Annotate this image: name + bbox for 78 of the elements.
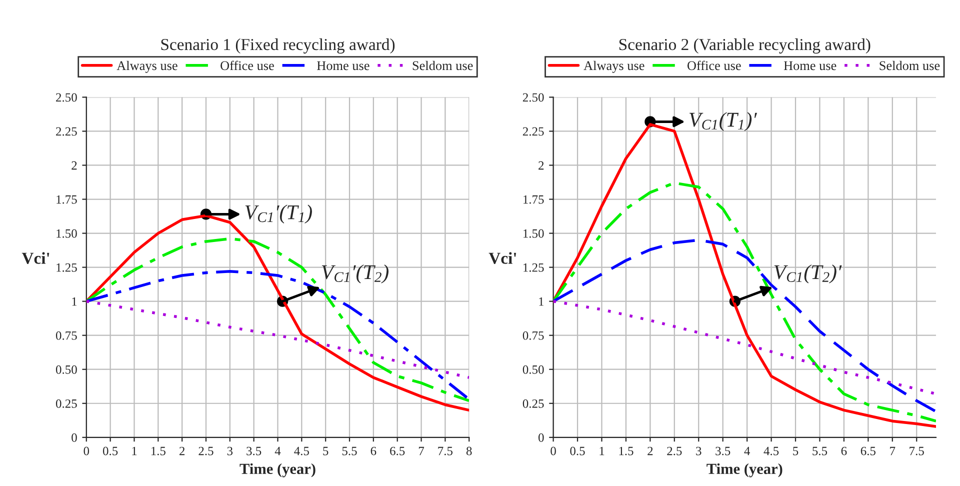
x-axis-title: Time (year)	[706, 463, 782, 478]
annotation: V$_{C1}$′(T$_{2}$)	[322, 264, 389, 284]
y-tick-label: 0.75	[56, 331, 77, 340]
line-series	[553, 300, 936, 396]
y-tick-label: 0.50	[56, 365, 77, 374]
x-tick-label: 1	[600, 446, 604, 456]
line-series	[86, 300, 470, 379]
chart-title: Scenario 2 (Variable recycling award)	[619, 38, 870, 54]
x-tick-label: 2	[648, 446, 653, 456]
y-tick-label: 1.50	[56, 229, 77, 238]
x-tick-label: 5.5	[342, 446, 357, 456]
x-tick-label: 6	[370, 446, 376, 456]
x-tick-label: 6	[841, 446, 847, 456]
chart-title: Scenario 1 (Fixed recycling award)	[161, 38, 395, 54]
y-axis-title: Vci'	[488, 252, 516, 264]
x-tick-label: 3.5	[716, 446, 730, 456]
y-tick-label: 0.25	[56, 399, 77, 408]
x-tick-label: 8	[466, 446, 472, 456]
x-tick-label: 5	[793, 446, 798, 456]
legend-label: Home use	[317, 61, 370, 70]
y-tick-label: 1	[72, 297, 77, 306]
y-tick-label: 0.25	[522, 399, 544, 408]
x-tick-label: 0	[550, 446, 556, 456]
x-tick-label: 4	[274, 446, 281, 456]
x-tick-label: 1	[132, 446, 137, 456]
legend-label: Always use	[116, 60, 178, 73]
y-tick-label: 2	[538, 161, 544, 170]
x-tick-label: 0.5	[102, 446, 118, 456]
x-tick-label: 3	[696, 446, 702, 456]
annotation: V$_{C1}$(T$_{2}$)′	[774, 264, 842, 284]
x-tick-label: 2	[180, 446, 185, 456]
line-series	[86, 237, 470, 402]
x-tick-label: 6.5	[860, 446, 876, 456]
legend-label: Always use	[584, 60, 644, 73]
y-tick-label: 1.25	[56, 263, 77, 272]
y-tick-label: 1	[539, 297, 544, 306]
y-tick-label: 2.50	[522, 93, 544, 102]
legend-label: Seldom use	[880, 60, 940, 70]
x-tick-label: 7	[418, 446, 424, 456]
x-tick-label: 2.5	[667, 446, 682, 456]
x-tick-label: 0	[84, 446, 90, 456]
line-series	[553, 182, 936, 422]
x-tick-label: 4.5	[294, 446, 309, 456]
y-axis-title: Vci'	[22, 252, 50, 264]
y-tick-label: 2.25	[522, 127, 544, 136]
y-tick-label: 0.50	[522, 365, 544, 374]
x-tick-label: 7.5	[910, 446, 924, 456]
y-tick-label: 1.50	[523, 229, 544, 238]
annotation: V$_{C1}$′(T$_{1}$)	[245, 204, 312, 224]
legend-label: Office use	[220, 60, 274, 70]
y-tick-label: 0.75	[522, 331, 544, 340]
y-tick-label: 2.50	[56, 93, 77, 102]
x-tick-label: 5.5	[812, 446, 828, 456]
legend-label: Office use	[687, 60, 741, 70]
x-tick-label: 4	[744, 446, 750, 456]
x-tick-label: 1.5	[619, 446, 634, 456]
x-tick-label: 6.5	[390, 446, 405, 456]
x-tick-label: 1.5	[151, 446, 166, 456]
x-tick-label: 3.5	[246, 446, 262, 456]
line-series	[553, 238, 936, 413]
x-axis-title: Time (year)	[240, 463, 316, 478]
x-tick-label: 7.5	[438, 446, 453, 456]
y-tick-label: 2.25	[56, 127, 77, 136]
x-tick-label: 3	[227, 446, 233, 456]
y-tick-label: 0	[538, 433, 544, 442]
y-tick-label: 1.75	[523, 195, 544, 204]
x-tick-label: 5	[323, 446, 328, 456]
y-tick-label: 0	[72, 433, 77, 442]
y-tick-label: 1.75	[56, 195, 77, 204]
x-tick-label: 7	[890, 446, 896, 456]
x-tick-label: 0.5	[570, 446, 585, 456]
legend-label: Seldom use	[412, 60, 473, 70]
legend-label: Home use	[784, 61, 836, 70]
annotation: V$_{C1}$(T$_{1}$)′	[690, 112, 758, 132]
x-tick-label: 2.5	[198, 446, 214, 456]
y-tick-label: 2	[72, 161, 77, 170]
y-tick-label: 1.25	[523, 263, 544, 272]
x-tick-label: 4.5	[764, 446, 779, 456]
